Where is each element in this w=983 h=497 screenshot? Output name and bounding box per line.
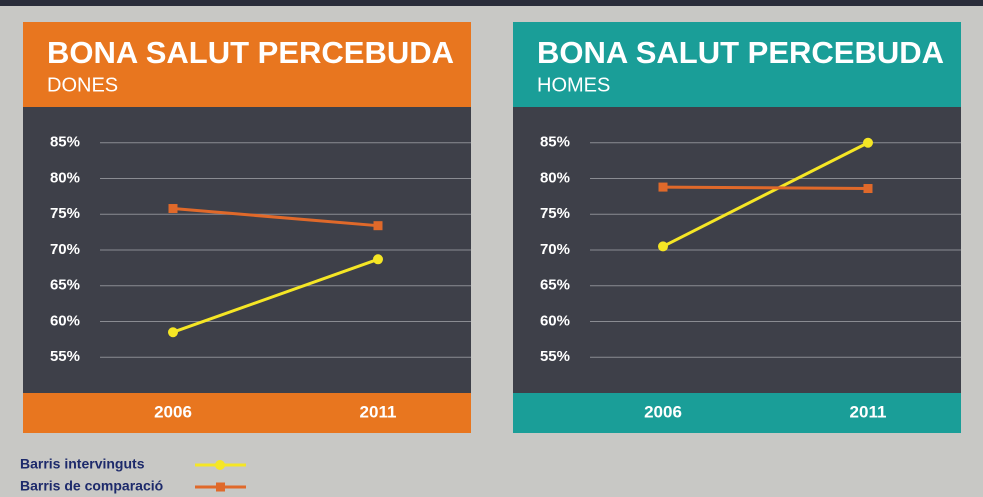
y-tick-label: 65% bbox=[540, 277, 570, 294]
chart-subtitle: HOMES bbox=[537, 74, 610, 96]
y-tick-label: 75% bbox=[50, 205, 80, 222]
legend-label: Barris intervinguts bbox=[20, 456, 145, 472]
y-tick-label: 65% bbox=[50, 277, 80, 294]
point bbox=[864, 184, 873, 193]
page: BONA SALUT PERCEBUDA DONES 55% 60% 65% 70% 75%… bbox=[0, 0, 983, 497]
point bbox=[658, 241, 668, 251]
y-tick-label: 75% bbox=[540, 205, 570, 222]
y-tick-label: 60% bbox=[540, 312, 570, 329]
point bbox=[169, 204, 178, 213]
y-tick-label: 85% bbox=[540, 134, 570, 151]
y-tick-label: 55% bbox=[540, 348, 570, 365]
legend-marker bbox=[216, 483, 225, 492]
point bbox=[373, 254, 383, 264]
y-tick-label: 70% bbox=[540, 241, 570, 258]
series-line bbox=[663, 187, 868, 188]
y-tick-label: 80% bbox=[540, 169, 570, 186]
footer bbox=[513, 393, 961, 433]
top-strip bbox=[0, 0, 983, 6]
x-tick-label: 2011 bbox=[850, 402, 887, 421]
x-tick-label: 2011 bbox=[360, 402, 397, 421]
y-tick-label: 60% bbox=[50, 312, 80, 329]
footer bbox=[23, 393, 471, 433]
point bbox=[863, 138, 873, 148]
x-tick-label: 2006 bbox=[644, 402, 682, 421]
chart-subtitle: DONES bbox=[47, 74, 118, 96]
y-tick-label: 85% bbox=[50, 134, 80, 151]
infographic: BONA SALUT PERCEBUDA DONES 55% 60% 65% 70% 75%… bbox=[0, 0, 983, 497]
y-tick-label: 55% bbox=[50, 348, 80, 365]
x-tick-label: 2006 bbox=[154, 402, 192, 421]
y-tick-label: 70% bbox=[50, 241, 80, 258]
legend-marker bbox=[215, 460, 225, 470]
point bbox=[168, 327, 178, 337]
point bbox=[659, 183, 668, 192]
chart-title: BONA SALUT PERCEBUDA bbox=[537, 35, 944, 70]
y-tick-label: 80% bbox=[50, 169, 80, 186]
point bbox=[374, 221, 383, 230]
legend-label: Barris de comparació bbox=[20, 478, 163, 494]
chart-title: BONA SALUT PERCEBUDA bbox=[47, 35, 454, 70]
